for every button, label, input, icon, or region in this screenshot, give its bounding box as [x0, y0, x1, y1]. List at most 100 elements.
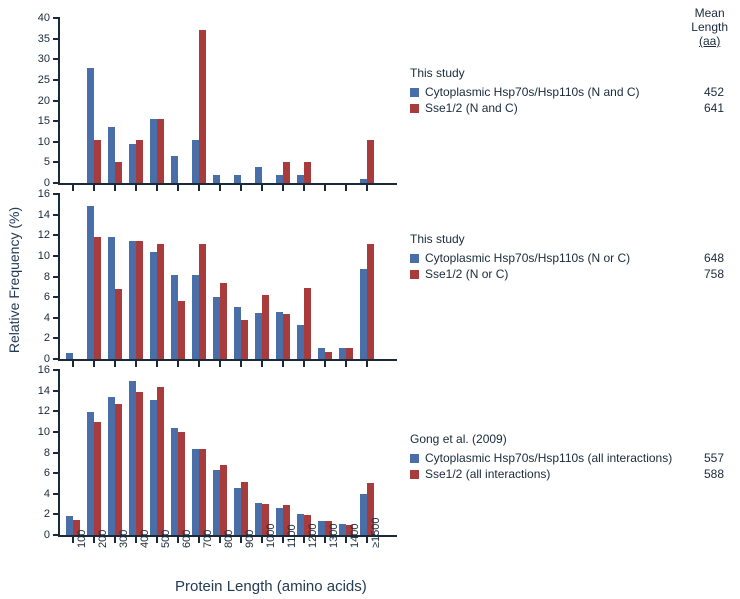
legend-title: This study	[410, 66, 640, 80]
y-tick-label: 20	[24, 95, 50, 107]
x-tick	[324, 183, 326, 191]
x-tick	[345, 535, 347, 543]
legend-row: Cytoplasmic Hsp70s/Hsp110s (N and C)	[410, 84, 640, 100]
x-axis-label: Protein Length (amino acids)	[175, 578, 367, 595]
bars-group	[60, 18, 397, 183]
bar-series2	[115, 289, 122, 359]
x-tick	[282, 535, 284, 543]
x-tick	[240, 183, 242, 191]
legend-swatch	[410, 270, 419, 279]
y-tick	[53, 472, 60, 474]
y-tick-label: 14	[24, 209, 50, 221]
legend-row: Sse1/2 (all interactions)	[410, 466, 672, 482]
x-tick	[261, 359, 263, 367]
bar-series2	[178, 301, 185, 359]
x-tick-label: ≥1500	[370, 517, 382, 548]
bar-series2	[220, 283, 227, 359]
y-tick	[53, 513, 60, 515]
legend-row: Cytoplasmic Hsp70s/Hsp110s (all interact…	[410, 450, 672, 466]
bar-series1	[150, 119, 157, 183]
legend-title: This study	[410, 232, 630, 246]
y-tick	[53, 17, 60, 19]
legend-swatch	[410, 254, 419, 263]
x-tick-label: 1100	[286, 524, 298, 548]
bar-series1	[276, 508, 283, 535]
y-tick-label: 5	[24, 156, 50, 168]
x-tick	[261, 183, 263, 191]
bar-series1	[255, 167, 262, 184]
bar-series1	[129, 144, 136, 183]
mean-length-header: Mean Length (aa)	[691, 6, 728, 48]
x-tick	[198, 359, 200, 367]
y-tick-label: 6	[24, 291, 50, 303]
x-tick	[324, 535, 326, 543]
y-tick	[53, 141, 60, 143]
bar-series1	[213, 470, 220, 535]
bar-series2	[136, 140, 143, 183]
y-tick-label: 12	[24, 405, 50, 417]
bar-series2	[304, 288, 311, 359]
y-tick-label: 2	[24, 332, 50, 344]
bar-series1	[108, 127, 115, 183]
mean-header-line: Length	[691, 20, 728, 34]
x-tick	[282, 359, 284, 367]
x-tick	[114, 359, 116, 367]
x-tick	[366, 535, 368, 543]
bar-series1	[297, 175, 304, 183]
legend-row: Sse1/2 (N and C)	[410, 100, 640, 116]
legend: This study Cytoplasmic Hsp70s/Hsp110s (N …	[410, 66, 640, 116]
bar-series2	[115, 162, 122, 183]
x-tick-label: 500	[160, 530, 172, 548]
bar-series2	[220, 465, 227, 535]
bar-series1	[339, 348, 346, 359]
y-tick	[53, 296, 60, 298]
mean-header-line: (aa)	[691, 34, 728, 48]
legend-label: Cytoplasmic Hsp70s/Hsp110s (N and C)	[425, 85, 640, 99]
x-tick	[72, 359, 74, 367]
bar-series1	[87, 68, 94, 184]
bar-series2	[94, 140, 101, 183]
x-tick	[324, 359, 326, 367]
bar-series2	[136, 392, 143, 535]
bar-series2	[94, 422, 101, 535]
x-tick	[366, 359, 368, 367]
bar-series2	[346, 348, 353, 359]
bar-series1	[297, 325, 304, 359]
x-tick	[198, 535, 200, 543]
bars-group	[60, 194, 397, 359]
y-tick-label: 8	[24, 447, 50, 459]
bar-series2	[241, 482, 248, 535]
y-tick-label: 14	[24, 385, 50, 397]
legend: Gong et al. (2009) Cytoplasmic Hsp70s/Hsp…	[410, 432, 672, 482]
x-tick	[219, 183, 221, 191]
x-tick-label: 300	[118, 530, 130, 548]
x-tick	[282, 183, 284, 191]
y-tick-label: 40	[24, 12, 50, 24]
x-tick-label: 400	[139, 530, 151, 548]
y-tick	[53, 337, 60, 339]
bar-series2	[157, 387, 164, 536]
y-tick	[53, 369, 60, 371]
x-tick	[135, 359, 137, 367]
bar-series1	[276, 312, 283, 359]
bar-series2	[367, 140, 374, 183]
x-tick	[156, 183, 158, 191]
legend-label: Sse1/2 (N and C)	[425, 101, 518, 115]
legend-title: Gong et al. (2009)	[410, 432, 672, 446]
y-tick	[53, 255, 60, 257]
x-tick	[135, 535, 137, 543]
x-tick	[93, 535, 95, 543]
bar-series2	[283, 162, 290, 183]
y-tick-label: 0	[24, 529, 50, 541]
mean-value: 648	[704, 251, 724, 265]
x-tick-label: 1200	[307, 524, 319, 548]
x-tick	[93, 183, 95, 191]
y-axis-label: Relative Frequency (%)	[6, 207, 22, 353]
bar-series1	[66, 516, 73, 535]
y-tick	[53, 534, 60, 536]
legend-row: Cytoplasmic Hsp70s/Hsp110s (N or C)	[410, 250, 630, 266]
chart-panel: 0246810121416100200300400500600700800900…	[58, 370, 397, 537]
x-tick	[177, 183, 179, 191]
x-tick-label: 900	[244, 530, 256, 548]
x-tick-label: 1000	[265, 524, 277, 548]
